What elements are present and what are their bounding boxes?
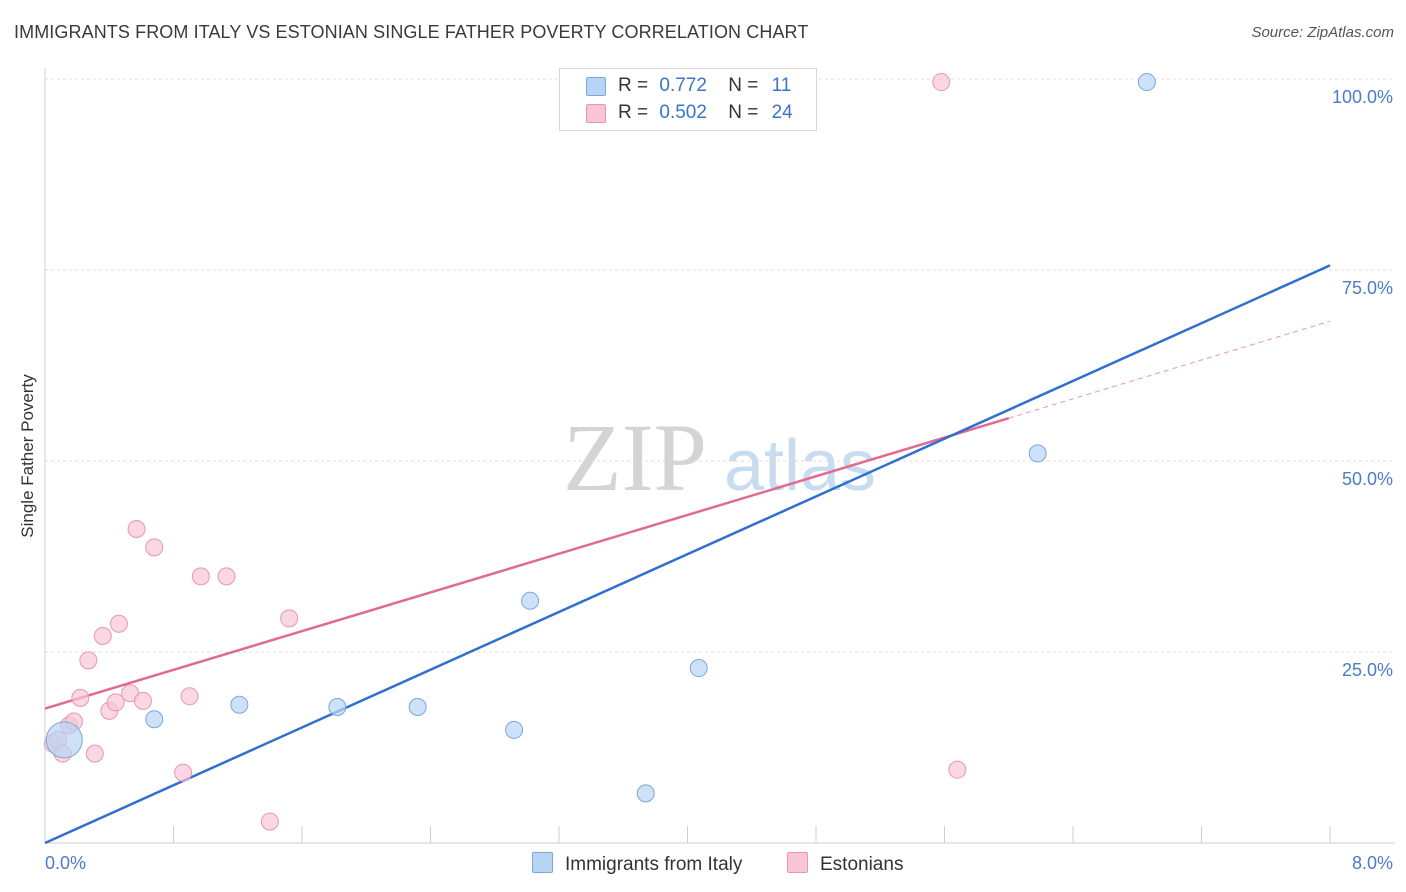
estonians-n-value: 24: [771, 102, 793, 123]
estonians-point: [174, 763, 193, 782]
estonians-point: [79, 651, 98, 670]
italy-r-label: R =: [618, 75, 649, 96]
italy-point: [408, 698, 427, 717]
italy-r-value: 0.772: [659, 75, 707, 96]
italy-point: [328, 698, 347, 717]
estonians-point: [93, 626, 112, 645]
estonians-point: [127, 519, 146, 538]
bottom-legend-estonians: Estonians: [787, 852, 903, 876]
estonians-point: [71, 688, 90, 707]
y-tick-label: 75.0%: [1342, 278, 1393, 298]
x-tick-label-min: 0.0%: [45, 853, 86, 873]
estonians-point: [180, 687, 199, 706]
italy-point: [636, 784, 655, 803]
italy-n-label: N =: [728, 75, 759, 96]
italy-trend-line: [44, 264, 1331, 845]
estonians-point: [191, 567, 210, 586]
estonians-swatch: [586, 104, 606, 123]
x-tick-label-max: 8.0%: [1352, 853, 1393, 873]
bottom-estonians-swatch: [787, 852, 808, 873]
bottom-legend-italy: Immigrants from Italy: [532, 852, 742, 876]
estonians-point: [260, 812, 279, 831]
bottom-italy-swatch: [532, 852, 553, 873]
italy-point: [145, 710, 164, 729]
bottom-italy-label: Immigrants from Italy: [565, 854, 743, 875]
estonians-point: [106, 693, 125, 712]
italy-point: [521, 591, 540, 610]
source-label: Source: ZipAtlas.com: [1251, 24, 1394, 41]
estonians-point: [932, 73, 951, 92]
estonians-n-label: N =: [728, 102, 759, 123]
y-tick-label: 100.0%: [1332, 87, 1393, 107]
estonians-point: [145, 538, 164, 557]
chart-title: IMMIGRANTS FROM ITALY VS ESTONIAN SINGLE…: [14, 22, 809, 42]
italy-point: [1028, 444, 1047, 463]
estonians-point: [133, 691, 152, 710]
italy-point: [505, 720, 524, 739]
estonians-trend-line: [44, 417, 1010, 710]
estonians-r-value: 0.502: [659, 102, 707, 123]
italy-n-value: 11: [771, 75, 792, 96]
estonians-point: [948, 760, 967, 779]
y-tick-label: 50.0%: [1342, 469, 1393, 489]
italy-point: [689, 659, 708, 678]
italy-point: [45, 721, 83, 759]
y-tick-label: 25.0%: [1342, 660, 1393, 680]
italy-swatch: [586, 77, 606, 96]
stats-legend: R = 0.772 N = 11 R = 0.502 N = 24: [559, 68, 817, 131]
estonians-point: [217, 567, 236, 586]
estonians-point: [85, 744, 104, 763]
italy-point: [1137, 73, 1156, 92]
italy-point: [230, 695, 249, 714]
watermark-zip: ZIP: [563, 404, 707, 511]
estonians-point: [109, 614, 128, 633]
estonians-point: [280, 609, 299, 628]
estonians-r-label: R =: [618, 102, 649, 123]
estonians-trend-extension: [1008, 320, 1331, 419]
bottom-estonians-label: Estonians: [820, 854, 904, 875]
